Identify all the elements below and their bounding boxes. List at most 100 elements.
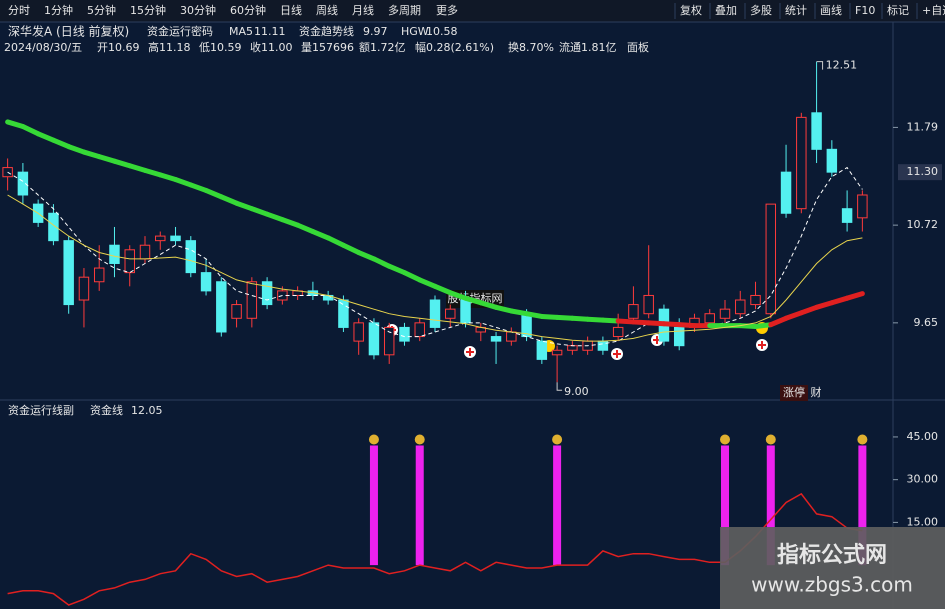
max-pointer	[816, 61, 824, 70]
toolbar-button[interactable]: 画线	[820, 3, 842, 17]
quote-field: 量157696	[301, 41, 354, 54]
candle-body	[490, 336, 502, 342]
legend-value: 10.58	[426, 25, 458, 38]
candle-body	[841, 208, 853, 223]
trend-segment	[386, 263, 407, 276]
trend-segment	[234, 200, 255, 212]
toolbar-button[interactable]: F10	[855, 4, 875, 17]
toolbar-button[interactable]: 5分钟	[87, 3, 116, 17]
trend-segment	[814, 300, 835, 310]
trend-segment	[249, 206, 270, 217]
toolbar-button[interactable]: 日线	[280, 3, 302, 17]
candle-body	[414, 322, 425, 338]
candle-body	[643, 294, 654, 315]
candle-body	[261, 281, 273, 306]
candle-body	[719, 308, 731, 319]
toolbar-button[interactable]: 分时	[8, 4, 30, 17]
trend-segment	[295, 222, 316, 235]
toolbar-button[interactable]: +自选	[922, 4, 945, 17]
trend-segment	[508, 308, 530, 317]
trend-segment	[768, 315, 789, 328]
trend-segment	[630, 319, 652, 326]
signal-bar	[766, 445, 775, 566]
legend-value: 12.05	[131, 404, 163, 417]
trend-segment	[417, 277, 438, 289]
signal-bar	[553, 445, 562, 566]
trend-segment	[737, 323, 759, 330]
y-tick-label: 11.79	[907, 120, 939, 133]
watermark-title: 指标公式网	[777, 542, 887, 568]
quote-field: 收11.00	[250, 40, 293, 54]
quote-field: 开10.69	[97, 41, 140, 54]
candle-body	[567, 345, 578, 351]
toolbar-button[interactable]: 月线	[352, 3, 374, 17]
quote-field: 换8.70%	[508, 40, 554, 54]
candle-body	[704, 313, 715, 324]
candle-body	[368, 322, 380, 356]
line-series	[7, 492, 863, 606]
toolbar-button[interactable]: 多股	[750, 3, 772, 17]
trend-segment	[661, 321, 682, 328]
legend-value: 9.97	[363, 25, 388, 38]
toolbar-button[interactable]: 多周期	[388, 3, 421, 17]
trend-segment	[264, 211, 285, 223]
candle-body	[460, 299, 471, 324]
candle-body	[750, 294, 761, 306]
toolbar-button[interactable]: 30分钟	[180, 3, 216, 17]
badge-box	[780, 385, 808, 401]
money-bag-icon	[552, 434, 563, 445]
toolbar-button[interactable]: 1分钟	[44, 3, 73, 17]
toolbar-button[interactable]: 叠加	[715, 4, 737, 17]
toolbar-button[interactable]: 统计	[785, 4, 807, 17]
toolbar-button[interactable]: 15分钟	[130, 3, 166, 17]
trend-segment	[81, 149, 102, 160]
money-bag-icon	[857, 434, 868, 445]
candle-body	[445, 308, 456, 319]
money-bag-icon	[720, 434, 730, 445]
candle-body	[780, 171, 792, 214]
trend-segment	[829, 295, 850, 306]
trend-segment	[798, 304, 820, 316]
candle-body	[612, 326, 624, 338]
trend-segment	[493, 304, 514, 314]
toolbar-button[interactable]: 复权	[680, 3, 702, 17]
toolbar-button[interactable]: 60分钟	[230, 3, 266, 17]
legend-value: 11.11	[254, 25, 286, 38]
money-bag-icon	[368, 434, 379, 445]
toolbar-button[interactable]: 周线	[316, 3, 338, 17]
candle-body	[48, 212, 59, 242]
legend-name: 资金线	[90, 403, 123, 417]
candle-body	[536, 340, 548, 360]
legend-name: HGW	[401, 25, 429, 38]
candle-body	[796, 116, 807, 210]
toolbar	[0, 0, 945, 22]
candle-body	[399, 326, 410, 342]
trend-segment	[188, 182, 209, 193]
trend-segment	[463, 295, 484, 306]
trend-segment	[753, 322, 774, 330]
y-tick-label: 10.72	[907, 218, 939, 231]
limit-up-badge: 涨停	[783, 385, 805, 399]
trend-segment	[157, 172, 179, 182]
candle-body	[735, 299, 746, 315]
trend-segment	[66, 144, 87, 155]
trend-segment	[447, 290, 469, 301]
trend-segment	[279, 217, 301, 228]
toolbar-button[interactable]: 更多	[436, 3, 458, 17]
quote-field: 高11.18	[148, 40, 191, 54]
quote-field: 低10.59	[199, 41, 242, 54]
trend-segment	[218, 194, 240, 206]
legend-name: MA5	[229, 25, 253, 38]
candle-body	[246, 281, 258, 319]
candle-body	[124, 249, 135, 274]
price-marker-box	[898, 164, 942, 181]
toolbar-button[interactable]: 标记	[887, 3, 909, 17]
trend-segment	[5, 119, 26, 129]
candle-body	[139, 244, 151, 260]
candle-body	[811, 112, 822, 150]
y-tick-label: 30.00	[907, 473, 939, 486]
trend-segment	[600, 317, 621, 324]
trend-segment	[20, 123, 41, 137]
trend-segment	[539, 313, 560, 320]
candle-body	[826, 148, 838, 173]
